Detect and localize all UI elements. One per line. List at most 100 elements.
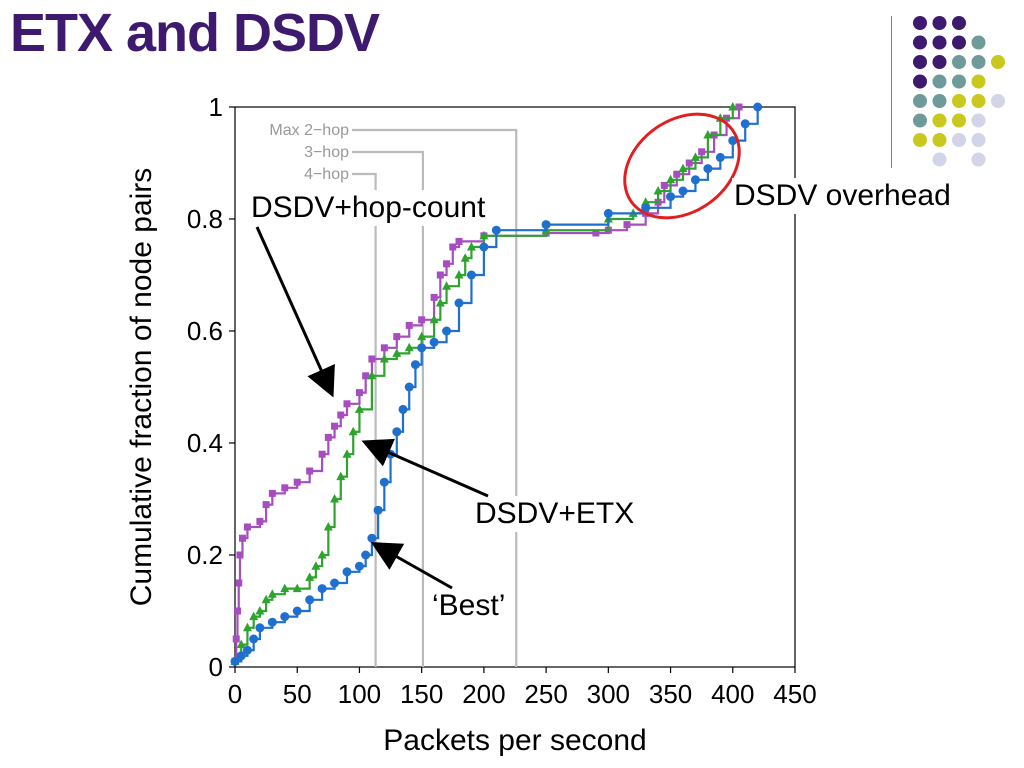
data-point-best (267, 617, 277, 627)
data-point-best (603, 208, 613, 218)
y-axis-label: Cumulative fraction of node pairs (125, 168, 158, 607)
data-point-etx (678, 163, 688, 173)
data-point-etx (417, 331, 427, 341)
decorative-dot (952, 113, 966, 128)
x-tick-label: 400 (711, 679, 754, 709)
x-tick-label: 0 (228, 679, 242, 709)
data-point-etx (454, 270, 464, 279)
reference-line (352, 128, 518, 667)
data-point-best (641, 203, 651, 213)
decorative-dot (932, 133, 947, 147)
data-point-hopcount (393, 333, 401, 341)
data-point-hopcount (318, 450, 326, 458)
data-point-hopcount (443, 260, 451, 268)
data-point-hopcount (449, 243, 457, 251)
data-point-etx (236, 639, 246, 649)
decorative-dot (932, 152, 947, 167)
decorative-dot (932, 74, 947, 89)
decorative-dot (913, 74, 927, 89)
data-point-etx (305, 572, 315, 581)
data-point-etx (323, 522, 333, 531)
data-point-hopcount (238, 534, 246, 542)
arrow-best (370, 542, 453, 590)
data-point-hopcount (293, 478, 301, 486)
data-point-hopcount (735, 103, 743, 111)
data-point-best (541, 220, 551, 230)
data-point-hopcount (262, 501, 270, 509)
x-tick-label: 250 (524, 679, 567, 709)
data-point-hopcount (405, 321, 413, 329)
data-point-hopcount (268, 489, 276, 497)
y-tick-label: 0 (209, 652, 223, 682)
data-point-hopcount (455, 237, 463, 245)
annotation-best: ‘Best’ (432, 588, 506, 624)
data-point-etx (242, 622, 252, 632)
data-point-etx (703, 130, 713, 139)
data-point-best (317, 584, 327, 594)
data-point-hopcount (380, 344, 388, 352)
decorative-dot (913, 113, 927, 128)
decorative-dot (913, 133, 927, 147)
data-point-best (690, 175, 700, 185)
annotation-dsdv-overhead: DSDV overhead (732, 178, 953, 214)
data-point-etx (653, 186, 663, 195)
data-point-hopcount (698, 148, 706, 156)
data-point-hopcount (337, 411, 345, 419)
data-point-hopcount (331, 422, 339, 430)
data-point-etx (392, 348, 402, 357)
decorative-dot (932, 55, 947, 69)
data-point-etx (460, 253, 470, 262)
decorative-dot (971, 133, 986, 147)
data-point-etx (267, 589, 277, 598)
data-point-best (280, 612, 290, 622)
decorative-dot (952, 55, 966, 69)
decorative-dot (913, 35, 927, 50)
data-point-etx (404, 342, 414, 352)
data-point-hopcount (343, 400, 351, 408)
data-point-best (404, 382, 414, 392)
data-point-best (230, 656, 240, 666)
x-tick-label: 150 (400, 679, 443, 709)
data-point-best (398, 404, 408, 414)
data-point-hopcount (623, 221, 631, 229)
y-tick-label: 0.2 (187, 540, 223, 570)
y-tick-label: 0.6 (187, 316, 223, 346)
data-point-etx (690, 152, 700, 161)
data-point-hopcount (418, 316, 426, 324)
reference-line-label: 4−hop (304, 166, 349, 183)
data-point-etx (292, 583, 302, 593)
x-tick-label: 350 (649, 679, 692, 709)
decorative-dot (952, 35, 966, 50)
plot-area-frame (234, 106, 796, 668)
data-point-etx (336, 471, 346, 481)
decorative-dot (971, 35, 986, 50)
data-point-best (666, 192, 676, 202)
series-line-best (235, 107, 759, 663)
data-point-etx (728, 102, 738, 111)
decorative-dot (952, 74, 966, 89)
annotation-dsdv-etx: DSDV+ETX (475, 496, 635, 532)
data-point-best (255, 623, 265, 633)
x-tick-label: 450 (773, 679, 816, 709)
data-point-etx (354, 404, 364, 413)
data-point-best (379, 477, 389, 487)
data-point-best (305, 595, 315, 605)
data-point-etx (666, 174, 676, 184)
data-point-best (354, 561, 364, 571)
data-point-best (753, 102, 763, 112)
data-point-best (678, 186, 688, 196)
data-point-etx (280, 583, 290, 593)
data-point-etx (348, 426, 358, 436)
reference-line (352, 150, 425, 667)
data-point-hopcount (436, 271, 444, 279)
x-tick-label: 300 (587, 679, 630, 709)
data-point-hopcount (306, 467, 314, 475)
data-point-best (367, 533, 377, 543)
decorative-dot (971, 55, 986, 69)
y-tick-label: 1 (209, 92, 223, 122)
data-point-etx (249, 611, 259, 621)
data-point-best (249, 634, 259, 644)
data-point-best (454, 298, 464, 308)
